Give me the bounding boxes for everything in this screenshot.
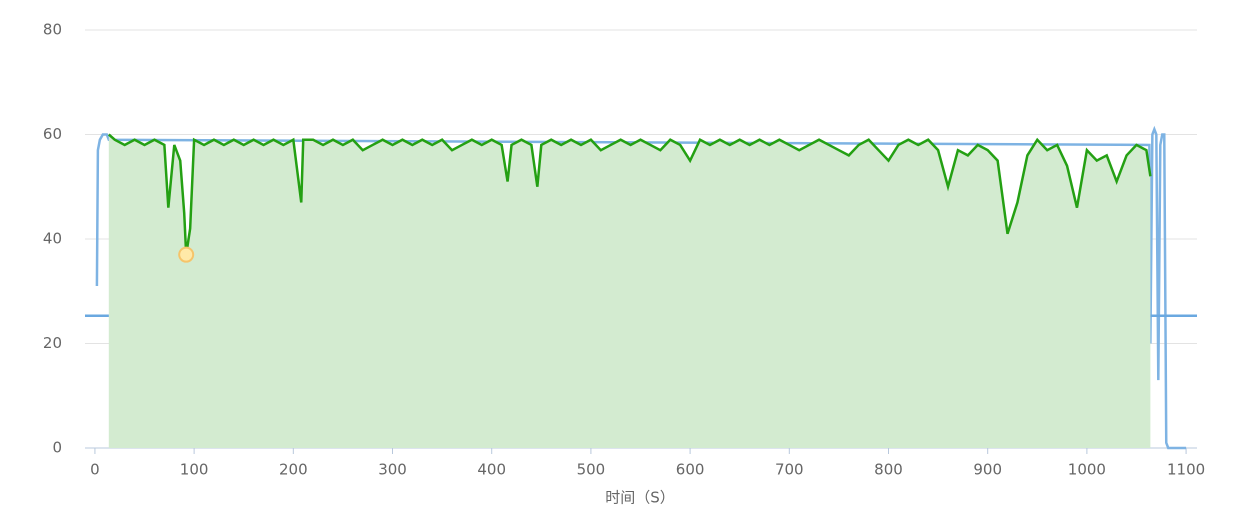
x-tick-label: 700 <box>775 461 804 479</box>
y-tick-label: 0 <box>52 439 62 457</box>
x-tick-label: 1100 <box>1167 461 1205 479</box>
line <box>107 133 1152 255</box>
x-tick-label: 900 <box>973 461 1002 479</box>
x-tick-label: 200 <box>279 461 308 479</box>
x-tick-label: 800 <box>874 461 903 479</box>
line <box>95 125 1187 450</box>
x-tick-label: 300 <box>378 461 407 479</box>
y-tick-label: 20 <box>43 334 62 352</box>
area <box>108 134 1151 448</box>
y-tick-label: 60 <box>43 125 62 143</box>
x-axis-title: 时间（S） <box>605 489 675 507</box>
min-point <box>178 246 195 263</box>
x-tick-label: 400 <box>477 461 506 479</box>
x-tick-label: 0 <box>90 461 100 479</box>
y-tick-label: 80 <box>43 21 62 39</box>
x-tick-label: 100 <box>180 461 209 479</box>
y-tick-label: 40 <box>43 230 62 248</box>
x-tick-label: 1000 <box>1068 461 1106 479</box>
x-tick-label: 600 <box>676 461 705 479</box>
x-tick-label: 500 <box>577 461 606 479</box>
